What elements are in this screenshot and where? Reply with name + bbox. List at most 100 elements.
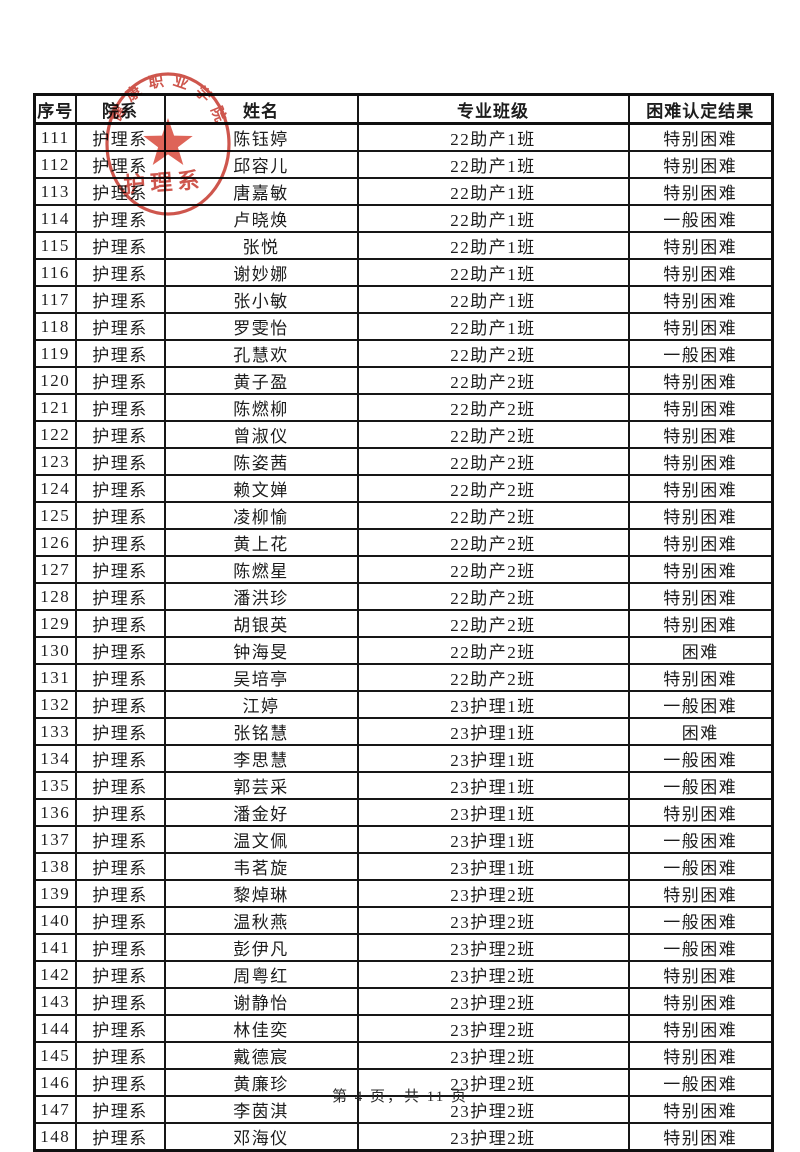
cell-index: 130 <box>33 636 77 665</box>
cell-class: 23护理2班 <box>356 906 630 935</box>
cell-index: 124 <box>33 474 77 503</box>
cell-department: 护理系 <box>74 690 166 719</box>
cell-result: 特别困难 <box>627 528 774 557</box>
cell-name: 张铭慧 <box>163 717 359 746</box>
cell-class: 22助产2班 <box>356 663 630 692</box>
cell-result: 一般困难 <box>627 906 774 935</box>
table-row: 122 护理系 曾淑仪 22助产2班 特别困难 <box>33 420 774 449</box>
cell-department: 护理系 <box>74 852 166 881</box>
cell-class: 22助产2班 <box>356 555 630 584</box>
table-row: 113 护理系 唐嘉敏 22助产1班 特别困难 <box>33 177 774 206</box>
cell-department: 护理系 <box>74 987 166 1016</box>
table-row: 145 护理系 戴德宸 23护理2班 特别困难 <box>33 1041 774 1070</box>
cell-result: 一般困难 <box>627 744 774 773</box>
table-row: 146 护理系 黄廉珍 23护理2班 一般困难 <box>33 1068 774 1097</box>
cell-name: 陈钰婷 <box>163 122 359 152</box>
cell-result: 特别困难 <box>627 609 774 638</box>
cell-name: 钟海旻 <box>163 636 359 665</box>
cell-name: 张悦 <box>163 231 359 260</box>
cell-index: 140 <box>33 906 77 935</box>
table-row: 114 护理系 卢晓焕 22助产1班 一般困难 <box>33 204 774 233</box>
column-header: 姓名 <box>163 93 359 125</box>
table-row: 118 护理系 罗雯怡 22助产1班 特别困难 <box>33 312 774 341</box>
cell-index: 119 <box>33 339 77 368</box>
cell-class: 23护理2班 <box>356 1095 630 1124</box>
cell-result: 特别困难 <box>627 393 774 422</box>
cell-index: 128 <box>33 582 77 611</box>
cell-result: 特别困难 <box>627 258 774 287</box>
cell-class: 22助产1班 <box>356 231 630 260</box>
cell-result: 特别困难 <box>627 555 774 584</box>
cell-name: 孔慧欢 <box>163 339 359 368</box>
cell-index: 147 <box>33 1095 77 1124</box>
cell-department: 护理系 <box>74 122 166 152</box>
cell-index: 133 <box>33 717 77 746</box>
cell-class: 22助产2班 <box>356 501 630 530</box>
cell-name: 赖文婵 <box>163 474 359 503</box>
cell-index: 138 <box>33 852 77 881</box>
cell-class: 22助产2班 <box>356 609 630 638</box>
table-row: 117 护理系 张小敏 22助产1班 特别困难 <box>33 285 774 314</box>
cell-name: 吴培亭 <box>163 663 359 692</box>
cell-department: 护理系 <box>74 204 166 233</box>
cell-name: 邱容儿 <box>163 150 359 179</box>
cell-result: 特别困难 <box>627 366 774 395</box>
cell-name: 陈姿茜 <box>163 447 359 476</box>
table-row: 140 护理系 温秋燕 23护理2班 一般困难 <box>33 906 774 935</box>
cell-class: 22助产2班 <box>356 366 630 395</box>
cell-index: 139 <box>33 879 77 908</box>
table-row: 112 护理系 邱容儿 22助产1班 特别困难 <box>33 150 774 179</box>
cell-result: 特别困难 <box>627 420 774 449</box>
cell-result: 特别困难 <box>627 960 774 989</box>
cell-index: 112 <box>33 150 77 179</box>
cell-department: 护理系 <box>74 609 166 638</box>
cell-result: 特别困难 <box>627 474 774 503</box>
cell-department: 护理系 <box>74 447 166 476</box>
cell-department: 护理系 <box>74 1095 166 1124</box>
cell-index: 129 <box>33 609 77 638</box>
table-body: 111 护理系 陈钰婷 22助产1班 特别困难 112 护理系 邱容儿 22助产1班 特别困难 11… <box>33 122 774 1152</box>
cell-result: 特别困难 <box>627 987 774 1016</box>
cell-department: 护理系 <box>74 717 166 746</box>
page-number-footer: 第 4 页，共 11 页 <box>332 1089 468 1105</box>
table-row: 123 护理系 陈姿茜 22助产2班 特别困难 <box>33 447 774 476</box>
cell-class: 22助产1班 <box>356 150 630 179</box>
cell-department: 护理系 <box>74 879 166 908</box>
cell-result: 特别困难 <box>627 1014 774 1043</box>
cell-name: 黄上花 <box>163 528 359 557</box>
table-row: 129 护理系 胡银英 22助产2班 特别困难 <box>33 609 774 638</box>
cell-name: 邓海仪 <box>163 1122 359 1152</box>
cell-result: 特别困难 <box>627 122 774 152</box>
cell-class: 22助产2班 <box>356 474 630 503</box>
table-row: 126 护理系 黄上花 22助产2班 特别困难 <box>33 528 774 557</box>
cell-department: 护理系 <box>74 528 166 557</box>
cell-result: 一般困难 <box>627 339 774 368</box>
table-row: 116 护理系 谢妙娜 22助产1班 特别困难 <box>33 258 774 287</box>
cell-name: 胡银英 <box>163 609 359 638</box>
cell-name: 温秋燕 <box>163 906 359 935</box>
cell-name: 罗雯怡 <box>163 312 359 341</box>
cell-index: 146 <box>33 1068 77 1097</box>
cell-department: 护理系 <box>74 906 166 935</box>
cell-department: 护理系 <box>74 177 166 206</box>
header-row: 序号 院系 姓名 专业班级 困难认定结果 <box>33 93 774 125</box>
cell-class: 22助产1班 <box>356 285 630 314</box>
cell-class: 22助产1班 <box>356 258 630 287</box>
cell-class: 23护理2班 <box>356 960 630 989</box>
cell-class: 22助产2班 <box>356 582 630 611</box>
cell-name: 潘金好 <box>163 798 359 827</box>
cell-result: 一般困难 <box>627 1068 774 1097</box>
table-row: 121 护理系 陈燃柳 22助产2班 特别困难 <box>33 393 774 422</box>
table-row: 142 护理系 周粤红 23护理2班 特别困难 <box>33 960 774 989</box>
table-row: 119 护理系 孔慧欢 22助产2班 一般困难 <box>33 339 774 368</box>
cell-name: 李茵淇 <box>163 1095 359 1124</box>
cell-department: 护理系 <box>74 366 166 395</box>
cell-result: 特别困难 <box>627 1122 774 1152</box>
cell-department: 护理系 <box>74 744 166 773</box>
cell-result: 困难 <box>627 636 774 665</box>
cell-class: 22助产2班 <box>356 339 630 368</box>
column-header: 院系 <box>74 93 166 125</box>
cell-class: 23护理2班 <box>356 1014 630 1043</box>
cell-index: 132 <box>33 690 77 719</box>
cell-index: 141 <box>33 933 77 962</box>
